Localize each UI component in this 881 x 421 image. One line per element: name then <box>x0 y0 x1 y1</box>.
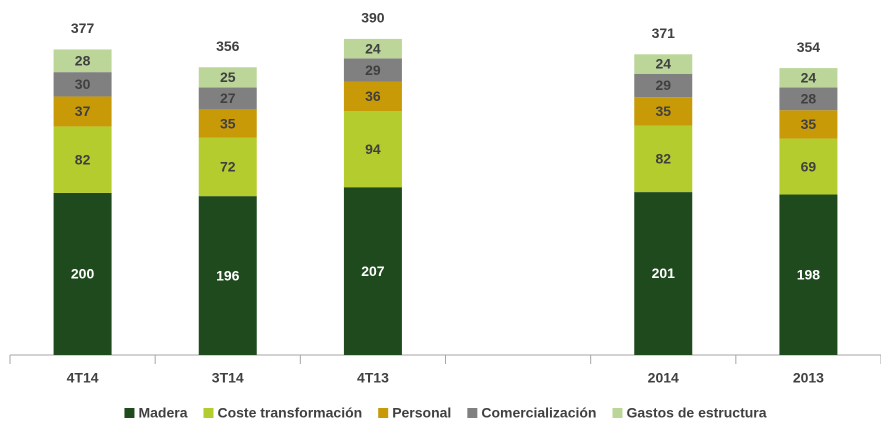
x-tick-label: 4T13 <box>357 370 389 386</box>
data-label: 35 <box>220 115 236 131</box>
bar-segment <box>634 192 693 355</box>
legend-swatch <box>467 408 478 418</box>
bar-segment <box>343 81 402 112</box>
data-label: 30 <box>75 76 91 92</box>
total-label: 356 <box>216 38 240 54</box>
legend-label: Comercialización <box>481 405 596 421</box>
data-label: 196 <box>216 267 240 283</box>
x-tick-label: 3T14 <box>212 370 244 386</box>
bar-segment <box>53 126 112 193</box>
data-label: 207 <box>361 263 385 279</box>
bar-segment <box>634 54 693 74</box>
bar-segment <box>343 187 402 355</box>
data-label: 35 <box>655 103 671 119</box>
bar-segment <box>343 111 402 188</box>
data-label: 29 <box>655 77 671 93</box>
bar-segment <box>198 109 257 138</box>
data-label: 37 <box>75 103 91 119</box>
bar-segment <box>779 110 838 139</box>
bar-segment <box>198 137 257 197</box>
data-label: 28 <box>801 91 817 107</box>
legend-label: Personal <box>392 405 451 421</box>
x-tick-label: 2013 <box>793 370 824 386</box>
total-label: 354 <box>797 39 821 55</box>
legend-swatch <box>203 408 214 418</box>
data-label: 24 <box>655 56 671 72</box>
bar-segment <box>779 87 838 111</box>
data-label: 25 <box>220 69 236 85</box>
data-label: 82 <box>75 151 91 167</box>
data-label: 72 <box>220 159 236 175</box>
bar-segment <box>343 58 402 82</box>
total-label: 390 <box>361 10 385 26</box>
bar-segment <box>779 194 838 355</box>
bar-segment <box>779 138 838 195</box>
data-label: 200 <box>71 266 95 282</box>
x-tick-label: 2014 <box>648 370 679 386</box>
data-label: 24 <box>365 40 381 56</box>
bar-segment <box>53 49 112 73</box>
bar-segment <box>53 192 112 355</box>
data-label: 29 <box>365 62 381 78</box>
bar-segment <box>198 87 257 110</box>
bar-segment <box>634 97 693 126</box>
total-label: 371 <box>652 25 676 41</box>
bar-segment <box>198 196 257 355</box>
legend-swatch <box>378 408 389 418</box>
bar-segment <box>343 38 402 59</box>
legend-swatch <box>124 408 135 418</box>
data-label: 94 <box>365 141 381 157</box>
bar-segment <box>53 96 112 127</box>
data-label: 69 <box>801 158 817 174</box>
legend-label: Coste transformación <box>217 405 362 421</box>
data-label: 24 <box>801 70 817 86</box>
legend-label: Madera <box>138 405 187 421</box>
legend-label: Gastos de estructura <box>626 405 766 421</box>
bar-segment <box>53 72 112 97</box>
data-label: 201 <box>652 265 676 281</box>
data-label: 28 <box>75 52 91 68</box>
data-label: 35 <box>801 116 817 132</box>
bar-segment <box>634 73 693 98</box>
x-tick-label: 4T14 <box>67 370 99 386</box>
data-label: 198 <box>797 266 821 282</box>
total-label: 377 <box>71 20 95 36</box>
data-label: 36 <box>365 88 381 104</box>
bar-segment <box>779 68 838 88</box>
legend-swatch <box>612 408 623 418</box>
data-label: 27 <box>220 90 236 106</box>
data-label: 82 <box>655 151 671 167</box>
bar-segment <box>634 125 693 193</box>
bar-segment <box>198 67 257 88</box>
